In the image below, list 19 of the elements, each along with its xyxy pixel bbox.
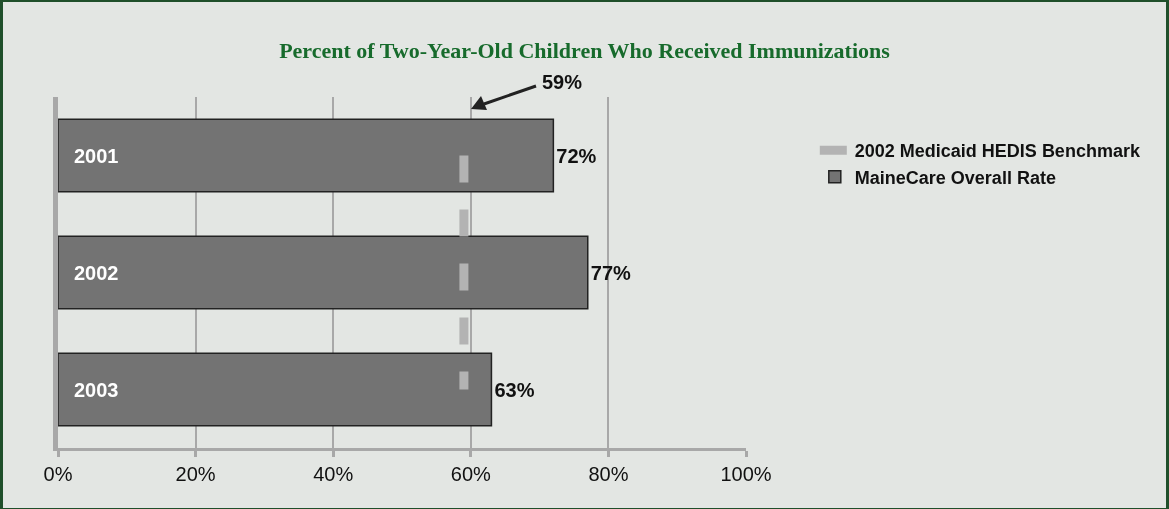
legend-label: MaineCare Overall Rate <box>854 167 1056 188</box>
x-tick-label: 0% <box>43 463 73 485</box>
legend-label: 2002 Medicaid HEDIS Benchmark <box>854 141 1141 162</box>
data-label: 72% <box>556 144 597 167</box>
bar <box>58 235 589 310</box>
chart-title: Percent of Two-Year-Old Children Who Received Immunizations <box>279 37 891 63</box>
text: 59% <box>542 71 583 93</box>
y-tick-label: 2001 <box>74 145 119 167</box>
y-tick-label: 2002 <box>74 262 119 284</box>
x-tick-label: 20% <box>175 463 216 485</box>
data-label: 77% <box>590 261 632 284</box>
bar <box>58 118 555 193</box>
x-tick-label: 40% <box>313 463 354 485</box>
x-tick-label: 60% <box>450 463 492 485</box>
y-tick-label: 2003 <box>74 379 119 401</box>
data-label: 63% <box>494 378 535 401</box>
x-tick-label: 80% <box>588 463 629 485</box>
bar <box>58 352 493 427</box>
x-tick-label: 100% <box>720 463 772 485</box>
